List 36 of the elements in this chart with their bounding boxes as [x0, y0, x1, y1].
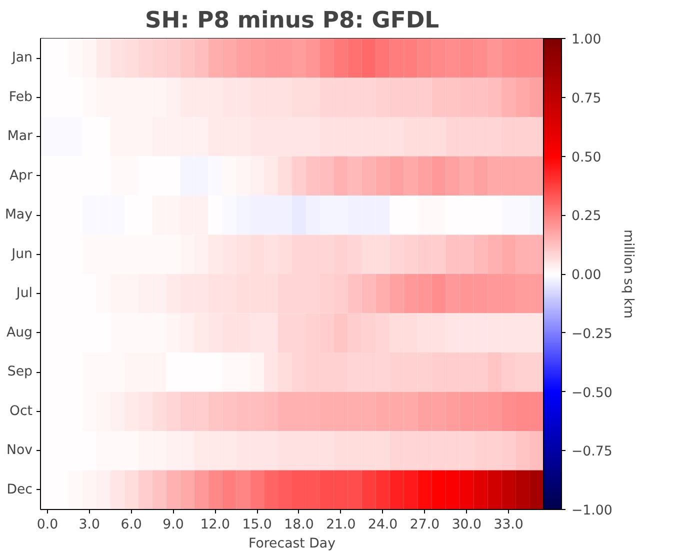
y-tick-label: Nov	[6, 443, 33, 458]
color-bar-label: 0.75	[572, 91, 602, 106]
x-tick-label: 6.0	[120, 518, 142, 532]
y-tick-label: Sep	[7, 364, 33, 380]
x-tick-label: 3.0	[78, 518, 100, 532]
color-bar-label: 0.25	[572, 209, 602, 224]
color-bar-label: −0.25	[572, 326, 612, 342]
x-tick-label: 9.0	[162, 518, 184, 532]
y-tick-label: Jul	[15, 286, 33, 302]
y-tick-label: Jan	[10, 50, 32, 66]
y-tick-label: Jun	[10, 246, 33, 262]
y-tick-label: Mar	[7, 129, 34, 144]
x-tick-label: 24.0	[368, 518, 398, 532]
x-tick-label: 30.0	[452, 518, 482, 532]
x-axis-title: Forecast Day	[248, 536, 336, 551]
y-tick-label: Aug	[6, 325, 33, 340]
color-bar-label: 1.00	[572, 32, 602, 48]
color-bar-title: million sq km	[620, 230, 636, 318]
x-tick-label: 33.0	[494, 518, 524, 532]
x-tick-label: 27.0	[410, 518, 440, 532]
color-bar-label: 0.50	[572, 150, 602, 166]
y-tick-label: Apr	[9, 168, 34, 184]
y-tick-label: Dec	[6, 482, 33, 498]
y-tick-label: May	[4, 208, 33, 223]
color-bar-label: −0.75	[572, 444, 612, 460]
x-tick-label: 0.0	[36, 518, 58, 532]
x-tick-label: 21.0	[326, 518, 356, 532]
y-tick-label: Oct	[9, 404, 32, 419]
x-tick-label: 18.0	[284, 518, 314, 532]
x-tick-label: 15.0	[242, 518, 272, 532]
chart-title: SH: P8 minus P8: GFDL	[144, 8, 440, 34]
color-bar-label: −1.00	[572, 504, 612, 518]
y-tick-label: Feb	[8, 90, 33, 105]
color-bar-label: −0.50	[572, 386, 612, 401]
x-tick-label: 12.0	[200, 518, 230, 532]
color-bar-label: 0.00	[572, 268, 602, 283]
